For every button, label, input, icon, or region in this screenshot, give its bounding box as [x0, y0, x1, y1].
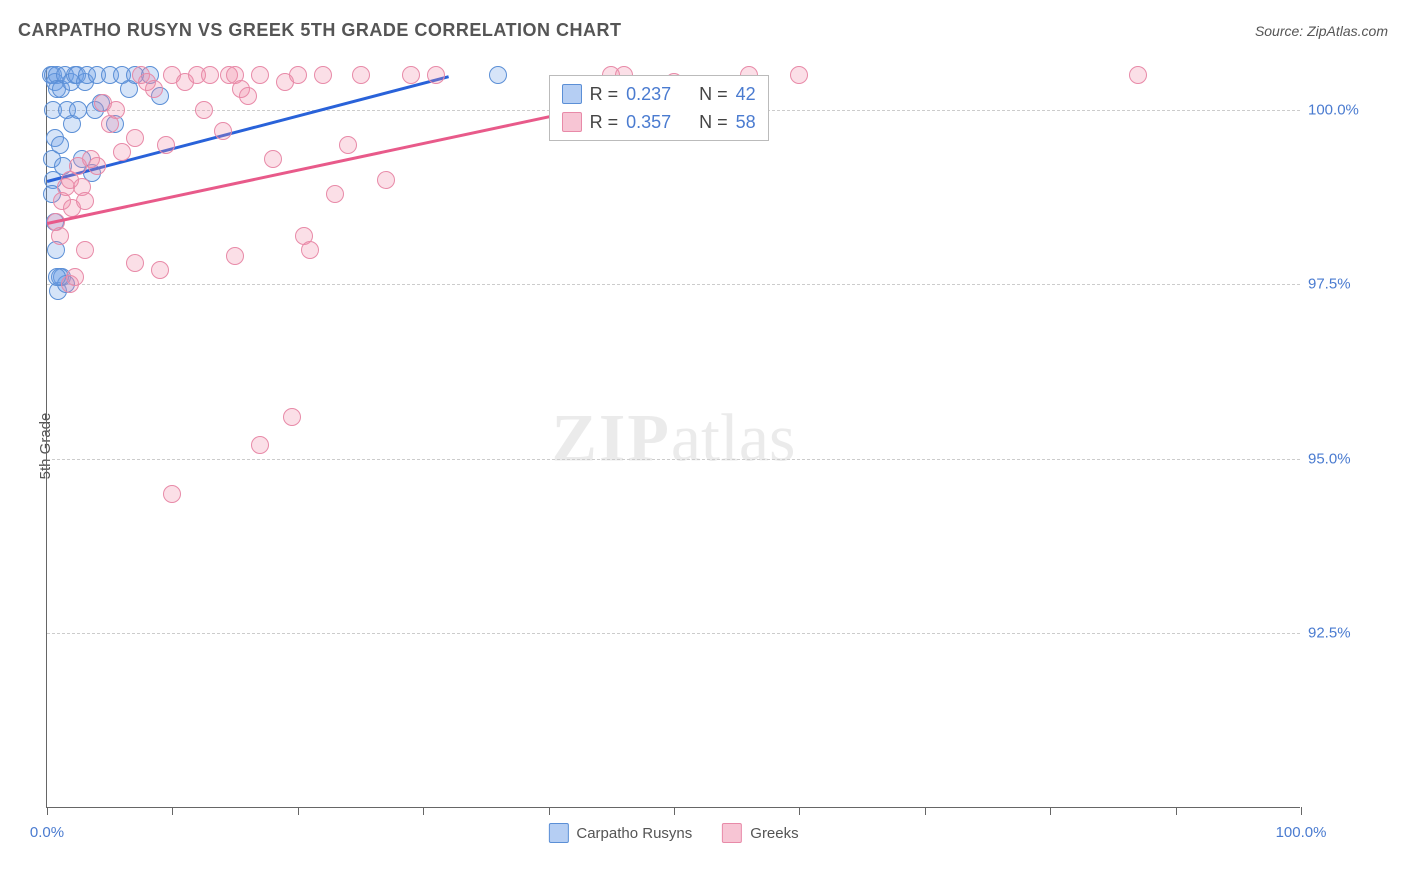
chart-source: Source: ZipAtlas.com [1255, 23, 1388, 39]
corr-r-label: R = [590, 108, 619, 136]
data-point [201, 66, 219, 84]
x-tick-label: 0.0% [30, 824, 64, 841]
data-point [339, 136, 357, 154]
data-point [66, 268, 84, 286]
data-point [163, 485, 181, 503]
data-point [283, 408, 301, 426]
x-tick [423, 807, 424, 815]
gridline-h [47, 633, 1300, 634]
corr-r-value: 0.357 [626, 108, 671, 136]
correlation-row: R =0.237 N = 42 [562, 80, 756, 108]
data-point [289, 66, 307, 84]
corr-n-label: N = [699, 80, 728, 108]
legend-swatch [548, 823, 568, 843]
legend-label: Greeks [750, 825, 798, 842]
x-tick [47, 807, 48, 815]
chart-header: CARPATHO RUSYN VS GREEK 5TH GRADE CORREL… [18, 20, 1388, 41]
chart-title: CARPATHO RUSYN VS GREEK 5TH GRADE CORREL… [18, 20, 622, 41]
x-tick [799, 807, 800, 815]
series-legend: Carpatho Rusyns Greeks [548, 823, 798, 843]
legend-swatch [562, 112, 582, 132]
source-label: Source: [1255, 23, 1303, 39]
x-tick [1301, 807, 1302, 815]
gridline-h [47, 459, 1300, 460]
data-point [251, 436, 269, 454]
x-tick [674, 807, 675, 815]
y-tick-label: 100.0% [1308, 101, 1378, 118]
correlation-row: R =0.357 N = 58 [562, 108, 756, 136]
data-point [1129, 66, 1147, 84]
data-point [251, 66, 269, 84]
data-point [107, 101, 125, 119]
corr-n-value: 42 [736, 80, 756, 108]
x-tick-label: 100.0% [1276, 824, 1327, 841]
y-tick-label: 97.5% [1308, 276, 1378, 293]
data-point [790, 66, 808, 84]
data-point [126, 254, 144, 272]
corr-r-value: 0.237 [626, 80, 671, 108]
corr-n-label: N = [699, 108, 728, 136]
legend-label: Carpatho Rusyns [576, 825, 692, 842]
watermark-light: atlas [671, 399, 796, 475]
x-tick [1050, 807, 1051, 815]
data-point [195, 101, 213, 119]
x-tick [925, 807, 926, 815]
data-point [214, 122, 232, 140]
data-point [352, 66, 370, 84]
data-point [151, 261, 169, 279]
gridline-h [47, 284, 1300, 285]
data-point [226, 247, 244, 265]
data-point [239, 87, 257, 105]
watermark: ZIPatlas [552, 398, 796, 477]
data-point [314, 66, 332, 84]
data-point [301, 241, 319, 259]
data-point [51, 227, 69, 245]
watermark-strong: ZIP [552, 399, 671, 475]
corr-n-value: 58 [736, 108, 756, 136]
y-tick-label: 92.5% [1308, 625, 1378, 642]
x-tick [1176, 807, 1177, 815]
data-point [126, 129, 144, 147]
x-tick [298, 807, 299, 815]
x-tick [172, 807, 173, 815]
y-tick-label: 95.0% [1308, 450, 1378, 467]
data-point [402, 66, 420, 84]
data-point [69, 101, 87, 119]
data-point [377, 171, 395, 189]
data-point [76, 241, 94, 259]
data-point [264, 150, 282, 168]
legend-item: Carpatho Rusyns [548, 823, 692, 843]
correlation-box: R =0.237 N = 42 R =0.357 N = 58 [549, 75, 769, 141]
legend-item: Greeks [722, 823, 798, 843]
data-point [113, 143, 131, 161]
data-point [427, 66, 445, 84]
x-tick [549, 807, 550, 815]
data-point [51, 136, 69, 154]
data-point [145, 80, 163, 98]
data-point [489, 66, 507, 84]
data-point [88, 157, 106, 175]
data-point [76, 192, 94, 210]
corr-r-label: R = [590, 80, 619, 108]
data-point [326, 185, 344, 203]
source-value: ZipAtlas.com [1307, 23, 1388, 39]
data-point [157, 136, 175, 154]
scatter-plot: ZIPatlas Carpatho RusynsGreeks 92.5%95.0… [46, 68, 1300, 808]
legend-swatch [562, 84, 582, 104]
legend-swatch [722, 823, 742, 843]
